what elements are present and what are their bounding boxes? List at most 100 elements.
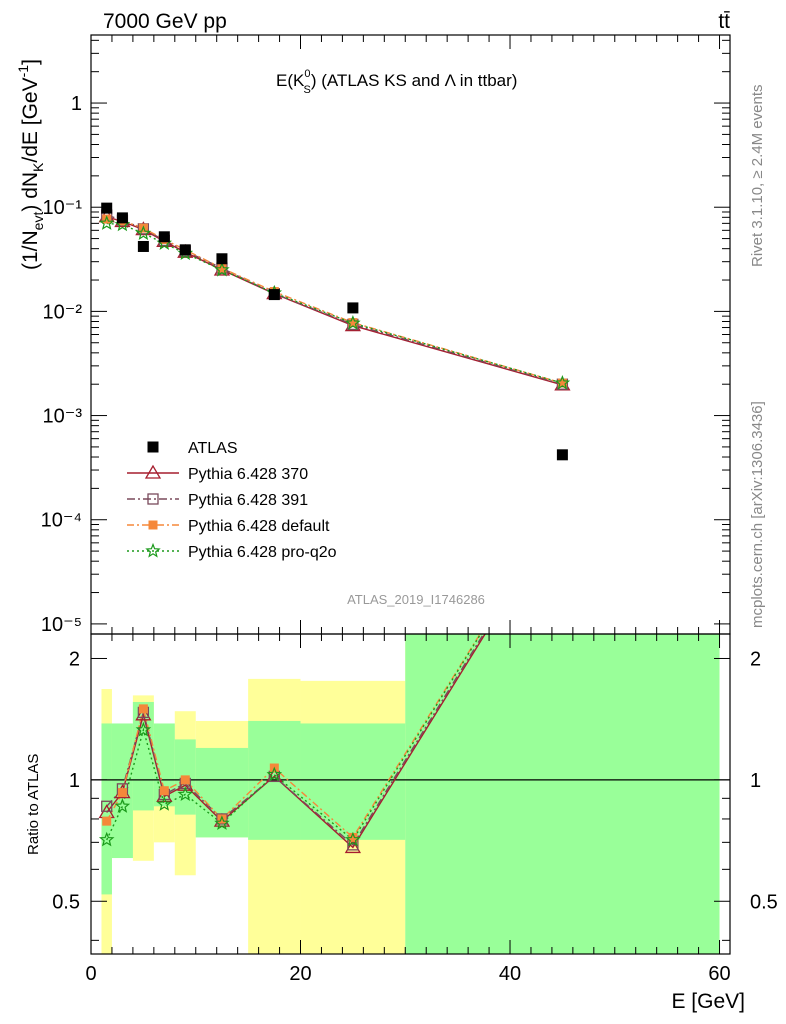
series-3-point-5 [214,261,230,277]
ratio-3-point-6 [266,766,283,782]
y-tick-label-0: 1 [71,93,82,115]
ratio-2-point-1 [117,788,127,798]
ratio-y-tick-label-left-0.5: 0.5 [52,891,80,913]
ratio-plot-frame [90,633,731,955]
main-plot-marks [98,202,571,461]
x-tick-label-0: 0 [85,963,96,985]
ratio-y-tick-label-right-2: 2 [750,648,761,670]
legend-label-0: ATLAS [188,440,238,457]
series-line-2 [106,218,563,384]
atlas-data-point-1 [116,212,128,224]
title-tail: ) (ATLAS KS and Λ in ttbar) [311,71,518,90]
main-plot-frame [90,34,731,635]
legend-label-1: Pythia 6.428 370 [188,466,308,483]
series-3-point-2 [135,225,152,241]
ratio-band-inner-0 [101,723,112,895]
title-sup: 0 [304,68,310,80]
ratio-uncertainty-bands [101,634,720,954]
ratio-3-point-3 [156,796,173,811]
ratio-band-inner-8 [405,634,720,954]
y-tick-label-4: 10⁻⁴ [41,510,82,532]
y-tick-label-2: 10⁻² [43,301,83,323]
legend: ATLAS Pythia 6.428 370 Pythia 6.428 391 Pyt… [127,440,337,561]
x-tick-label-60: 60 [708,963,730,985]
atlas-data-point-3 [158,231,170,243]
ratio-2-point-7 [348,832,358,842]
ratio-3-point-0 [98,831,115,847]
ratio-2-point-8 [558,498,567,507]
ratio-3-point-2 [135,721,152,737]
x-tick-label-40: 40 [499,963,521,985]
ratio-y-axis-label: Ratio to ATLAS [25,754,42,855]
ratio-2-point-4 [180,775,190,785]
energy-label: 7000 GeV pp [103,10,227,33]
ratio-0-point-7 [344,839,362,854]
ratio-2-point-2 [138,704,148,714]
legend-label-3: Pythia 6.428 default [188,518,330,535]
x-tick-label-20: 20 [289,963,311,985]
ratio-3-point-4 [177,786,194,802]
series-line-0 [106,216,563,386]
ratio-3-point-7 [345,831,361,847]
series-3-point-7 [345,315,361,330]
atlas-data-point-5 [216,253,228,265]
ratio-0-point-2 [135,706,152,721]
series-3-point-8 [554,374,571,390]
ylabel-b: ) dN [19,172,42,212]
title-sub: S [303,84,310,96]
series-2-point-8 [557,378,567,388]
ratio-2-point-3 [159,786,169,796]
legend-label-2: Pythia 6.428 391 [188,492,308,509]
atlas-data-point-4 [179,244,191,256]
ratio-y-tick-label-right-0.5: 0.5 [750,891,778,913]
ratio-line-0 [106,634,486,849]
ratio-3-point-8 [556,496,568,508]
title-main: E(K [276,71,305,90]
ratio-3-point-1 [114,798,131,813]
y-tick-label-3: 10⁻³ [43,406,83,428]
series-3-point-0 [98,215,115,230]
ratio-y-tick-label-left-2: 2 [69,648,80,670]
ratio-band-inner-7 [300,723,406,840]
ratio-band-inner-2 [132,701,154,811]
y-axis-label: (1/Nevt) dNK/dE [GeV-1] [15,59,46,270]
ratio-1-point-5 [216,813,228,825]
rivet-version-label: Rivet 3.1.10, ≥ 2.4M events [749,85,766,268]
atlas-data-point-0 [101,202,113,214]
atlas-data-point-8 [556,449,568,461]
atlas-data-point-2 [137,240,149,252]
ratio-y-tick-label-left-1: 1 [69,770,80,792]
series-line-1 [106,214,563,385]
ratio-y-tick-label-right-1: 1 [750,770,761,792]
legend-marker-4 [145,542,161,558]
ylabel-sub1: evt [30,212,46,231]
legend-marker-1 [144,464,162,479]
series-2-point-0 [102,214,112,224]
legend-marker-2 [147,493,159,505]
ratio-3-point-5 [214,815,230,830]
ratio-band-inner-3 [153,723,175,807]
atlas-data-point-7 [347,302,359,314]
process-label: tt̄ [718,10,730,33]
y-tick-label-5: 10⁻⁵ [41,614,82,636]
ratio-1-point-0 [101,800,113,812]
ratio-2-point-5 [217,814,227,824]
ratio-2-point-0 [102,816,112,826]
atlas-data-point-6 [268,289,280,301]
ratio-0-point-3 [156,788,173,803]
legend-marker-3 [148,520,158,530]
ylabel-d: ] [19,59,42,65]
ratio-line-3 [106,634,482,841]
series-2-point-5 [217,263,227,273]
x-axis-label: E [GeV] [671,990,745,1013]
ylabel-a: (1/N [19,230,42,270]
ylabel-c: /dE [GeV [19,77,42,162]
y-tick-label-1: 10⁻¹ [43,197,83,219]
legend-marker-0 [147,441,159,453]
analysis-watermark: ATLAS_2019_I1746286 [347,592,485,607]
legend-label-4: Pythia 6.428 pro-q2o [188,544,337,561]
ratio-1-point-8 [557,502,567,512]
ylabel-sub2: K [30,162,46,172]
series-2-point-7 [348,318,358,328]
